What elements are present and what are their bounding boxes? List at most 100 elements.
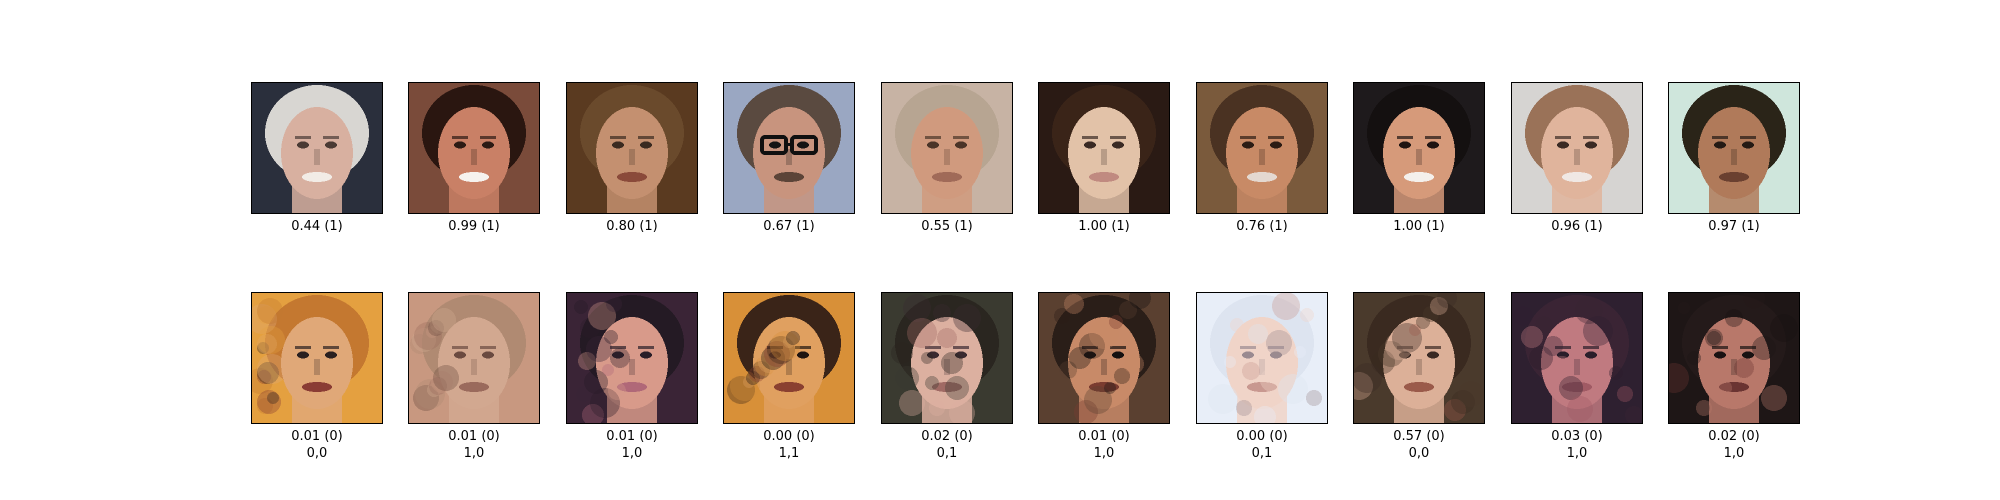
generated-face-icon xyxy=(724,293,854,423)
discriminator-score: 0.67 (1) xyxy=(763,219,815,234)
real-sample-3: 0.80 (1) xyxy=(566,82,698,235)
sample-caption: 0.00 (0) 0,1 xyxy=(1196,428,1328,462)
face-photo-image xyxy=(723,82,855,214)
sample-label: 1,0 xyxy=(1566,446,1588,461)
sample-caption: 0.00 (0) 1,1 xyxy=(723,428,855,462)
sample-caption: 0.57 (0) 0,0 xyxy=(1353,428,1485,462)
generated-sample-4: 0.00 (0) 1,1 xyxy=(723,292,855,462)
sample-label: 1,0 xyxy=(1093,446,1115,461)
real-sample-1: 0.44 (1) xyxy=(251,82,383,235)
face-photo-image xyxy=(1668,82,1800,214)
face-photo-image xyxy=(1353,82,1485,214)
face-photo-icon xyxy=(252,83,382,213)
generated-face-icon xyxy=(882,293,1012,423)
discriminator-score: 0.01 (0) xyxy=(1078,429,1130,444)
real-sample-7: 0.76 (1) xyxy=(1196,82,1328,235)
generated-sample-5: 0.02 (0) 0,1 xyxy=(881,292,1013,462)
generated-face-image xyxy=(1196,292,1328,424)
discriminator-score: 0.02 (0) xyxy=(1708,429,1760,444)
generated-sample-10: 0.02 (0) 1,0 xyxy=(1668,292,1800,462)
generated-face-image xyxy=(1038,292,1170,424)
face-photo-icon xyxy=(567,83,697,213)
generated-face-image xyxy=(1511,292,1643,424)
sample-caption: 0.44 (1) xyxy=(251,218,383,235)
discriminator-score: 0.76 (1) xyxy=(1236,219,1288,234)
sample-label: 1,0 xyxy=(621,446,643,461)
generated-face-icon xyxy=(1039,293,1169,423)
generated-sample-3: 0.01 (0) 1,0 xyxy=(566,292,698,462)
discriminator-score: 1.00 (1) xyxy=(1393,219,1445,234)
sample-label: 0,1 xyxy=(1251,446,1273,461)
real-sample-5: 0.55 (1) xyxy=(881,82,1013,235)
discriminator-score: 0.99 (1) xyxy=(448,219,500,234)
sample-caption: 0.96 (1) xyxy=(1511,218,1643,235)
generated-face-image xyxy=(881,292,1013,424)
generated-face-icon xyxy=(1512,293,1642,423)
generated-face-icon xyxy=(1197,293,1327,423)
generated-face-image xyxy=(566,292,698,424)
face-photo-icon xyxy=(1669,83,1799,213)
face-photo-image xyxy=(1511,82,1643,214)
real-sample-2: 0.99 (1) xyxy=(408,82,540,235)
generated-face-image xyxy=(723,292,855,424)
generated-face-icon xyxy=(567,293,697,423)
generated-sample-8: 0.57 (0) 0,0 xyxy=(1353,292,1485,462)
sample-caption: 0.02 (0) 0,1 xyxy=(881,428,1013,462)
sample-caption: 0.01 (0) 1,0 xyxy=(408,428,540,462)
face-photo-icon xyxy=(409,83,539,213)
face-photo-icon xyxy=(1512,83,1642,213)
face-photo-image xyxy=(1196,82,1328,214)
generated-face-image xyxy=(1353,292,1485,424)
discriminator-score: 0.01 (0) xyxy=(448,429,500,444)
face-photo-image xyxy=(408,82,540,214)
generated-sample-7: 0.00 (0) 0,1 xyxy=(1196,292,1328,462)
sample-label: 1,0 xyxy=(463,446,485,461)
face-photo-icon xyxy=(1197,83,1327,213)
discriminator-score: 0.80 (1) xyxy=(606,219,658,234)
sample-label: 1,0 xyxy=(1723,446,1745,461)
generated-face-image xyxy=(1668,292,1800,424)
sample-label: 0,0 xyxy=(306,446,328,461)
sample-caption: 0.80 (1) xyxy=(566,218,698,235)
face-photo-image xyxy=(1038,82,1170,214)
discriminator-score: 0.01 (0) xyxy=(606,429,658,444)
discriminator-score: 0.00 (0) xyxy=(1236,429,1288,444)
discriminator-score: 0.01 (0) xyxy=(291,429,343,444)
sample-caption: 0.97 (1) xyxy=(1668,218,1800,235)
real-sample-8: 1.00 (1) xyxy=(1353,82,1485,235)
generated-face-icon xyxy=(1669,293,1799,423)
face-photo-icon xyxy=(882,83,1012,213)
sample-label: 0,1 xyxy=(936,446,958,461)
discriminator-score: 0.00 (0) xyxy=(763,429,815,444)
sample-caption: 1.00 (1) xyxy=(1038,218,1170,235)
face-photo-image xyxy=(251,82,383,214)
discriminator-score: 0.57 (0) xyxy=(1393,429,1445,444)
discriminator-score: 0.55 (1) xyxy=(921,219,973,234)
face-photo-image xyxy=(881,82,1013,214)
sample-label: 1,1 xyxy=(778,446,800,461)
discriminator-score: 0.97 (1) xyxy=(1708,219,1760,234)
real-sample-4: 0.67 (1) xyxy=(723,82,855,235)
sample-caption: 0.67 (1) xyxy=(723,218,855,235)
real-sample-10: 0.97 (1) xyxy=(1668,82,1800,235)
face-photo-icon xyxy=(724,83,854,213)
sample-caption: 0.03 (0) 1,0 xyxy=(1511,428,1643,462)
sample-label: 0,0 xyxy=(1408,446,1430,461)
sample-caption: 0.01 (0) 1,0 xyxy=(566,428,698,462)
sample-caption: 1.00 (1) xyxy=(1353,218,1485,235)
discriminator-score: 0.03 (0) xyxy=(1551,429,1603,444)
sample-caption: 0.55 (1) xyxy=(881,218,1013,235)
generated-face-icon xyxy=(1354,293,1484,423)
generated-sample-6: 0.01 (0) 1,0 xyxy=(1038,292,1170,462)
generated-face-image xyxy=(408,292,540,424)
real-sample-6: 1.00 (1) xyxy=(1038,82,1170,235)
generated-sample-2: 0.01 (0) 1,0 xyxy=(408,292,540,462)
discriminator-score: 0.44 (1) xyxy=(291,219,343,234)
generated-face-image xyxy=(251,292,383,424)
face-photo-icon xyxy=(1354,83,1484,213)
generated-face-icon xyxy=(409,293,539,423)
sample-caption: 0.01 (0) 0,0 xyxy=(251,428,383,462)
discriminator-score: 0.96 (1) xyxy=(1551,219,1603,234)
real-sample-9: 0.96 (1) xyxy=(1511,82,1643,235)
face-photo-icon xyxy=(1039,83,1169,213)
